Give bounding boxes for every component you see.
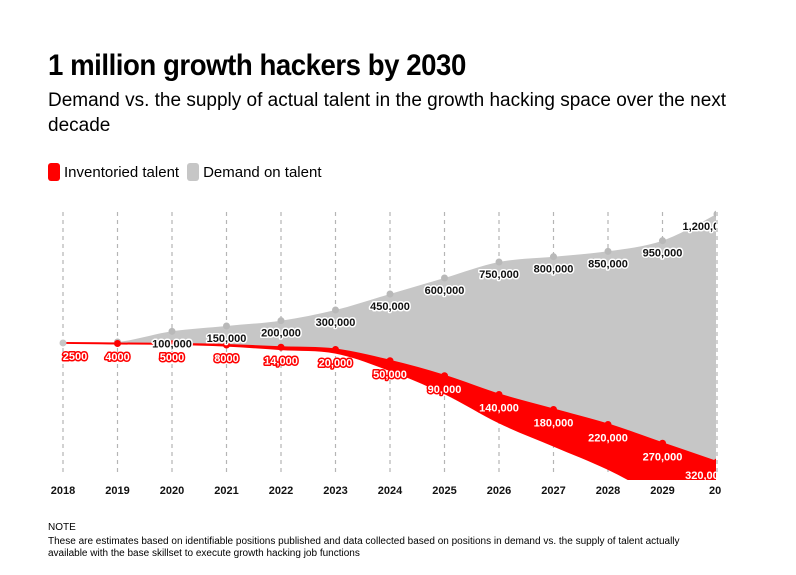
data-label-demand: 600,000 <box>425 285 465 297</box>
data-label-inventoried: 50,000 <box>373 369 407 381</box>
point-demand <box>386 290 394 298</box>
legend-item-demand: Demand on talent <box>187 163 322 181</box>
point-demand <box>168 327 176 335</box>
legend-label-demand: Demand on talent <box>203 163 322 181</box>
data-label-demand: 750,000 <box>479 269 519 281</box>
x-tick-label: 2022 <box>269 485 293 497</box>
data-label-inventoried: 14,000 <box>264 355 298 367</box>
chart-title: 1 million growth hackers by 2030 <box>48 49 466 82</box>
point-inventoried <box>550 406 557 413</box>
point-inventoried <box>441 372 448 380</box>
point-inventoried <box>223 341 230 349</box>
data-label-demand: 800,000 <box>534 264 574 276</box>
area-inventoried-talent <box>63 342 716 480</box>
point-inventoried <box>332 346 339 353</box>
point-inventoried <box>604 421 612 428</box>
point-demand <box>441 274 448 282</box>
point-demand <box>277 317 285 325</box>
point-demand <box>659 237 666 245</box>
legend-label-inventoried: Inventoried talent <box>64 163 180 181</box>
data-label-inventoried: 220,000 <box>588 433 628 445</box>
x-tick-label: 2021 <box>214 485 238 497</box>
data-label-inventoried: 320,000 <box>685 470 725 482</box>
data-label-demand: 300,000 <box>316 317 356 329</box>
point-inventoried <box>713 458 716 466</box>
data-label-inventoried: 8000 <box>214 353 238 365</box>
point-inventoried <box>495 391 503 398</box>
data-label-inventoried: 180,000 <box>534 418 574 430</box>
data-label-demand: 200,000 <box>261 328 301 340</box>
point-inventoried <box>114 340 121 347</box>
point-demand <box>604 247 612 255</box>
data-label-demand: 1,200,000 <box>683 221 732 233</box>
point-inventoried <box>168 340 176 348</box>
data-label-demand: 150,000 <box>207 333 247 345</box>
x-tick-label: 2024 <box>378 485 403 497</box>
data-label-inventoried: 90,000 <box>428 384 462 396</box>
chart-subtitle: Demand vs. the supply of actual talent i… <box>48 90 727 136</box>
data-label-demand: 950,000 <box>643 248 683 260</box>
x-tick-label: 2028 <box>596 485 620 497</box>
x-tick-label: 2029 <box>650 485 674 497</box>
data-label-inventoried: 270,000 <box>643 451 683 463</box>
point-demand <box>495 258 503 266</box>
legend-swatch-demand <box>187 163 200 181</box>
x-tick-label: 2027 <box>541 485 565 497</box>
x-tick-label: 2018 <box>51 485 75 497</box>
note-label: NOTE <box>48 522 76 533</box>
point-inventoried <box>277 343 285 351</box>
legend-item-inventoried: Inventoried talent <box>48 163 179 181</box>
data-label-inventoried: 4000 <box>105 352 129 364</box>
data-label-demand: 850,000 <box>588 258 628 270</box>
point-demand <box>713 210 716 218</box>
point-demand <box>332 306 339 314</box>
data-label-inventoried: 20,000 <box>319 358 353 370</box>
point-inventoried <box>59 339 67 347</box>
legend: Inventoried talent Demand on talent <box>48 163 330 181</box>
x-tick-label: 2019 <box>105 485 129 497</box>
x-tick-label: 2025 <box>432 485 456 497</box>
x-tick-label: 2023 <box>323 485 347 497</box>
point-demand <box>550 253 557 261</box>
legend-swatch-inventoried <box>48 163 60 181</box>
data-label-demand: 100,000 <box>152 338 192 350</box>
x-tick-label: 20 <box>709 485 721 497</box>
data-label-inventoried: 140,000 <box>479 403 519 415</box>
data-label-inventoried: 5000 <box>160 352 184 364</box>
data-label-demand: 450,000 <box>370 301 410 313</box>
point-inventoried <box>386 357 394 365</box>
x-tick-label: 2020 <box>160 485 184 497</box>
area-demand-on-talent <box>63 214 716 462</box>
data-label-inventoried: 2500 <box>63 351 87 363</box>
point-demand <box>223 322 230 330</box>
point-inventoried <box>659 439 666 447</box>
note-text: These are estimates based on identifiabl… <box>48 536 680 559</box>
x-tick-label: 2026 <box>487 485 511 497</box>
